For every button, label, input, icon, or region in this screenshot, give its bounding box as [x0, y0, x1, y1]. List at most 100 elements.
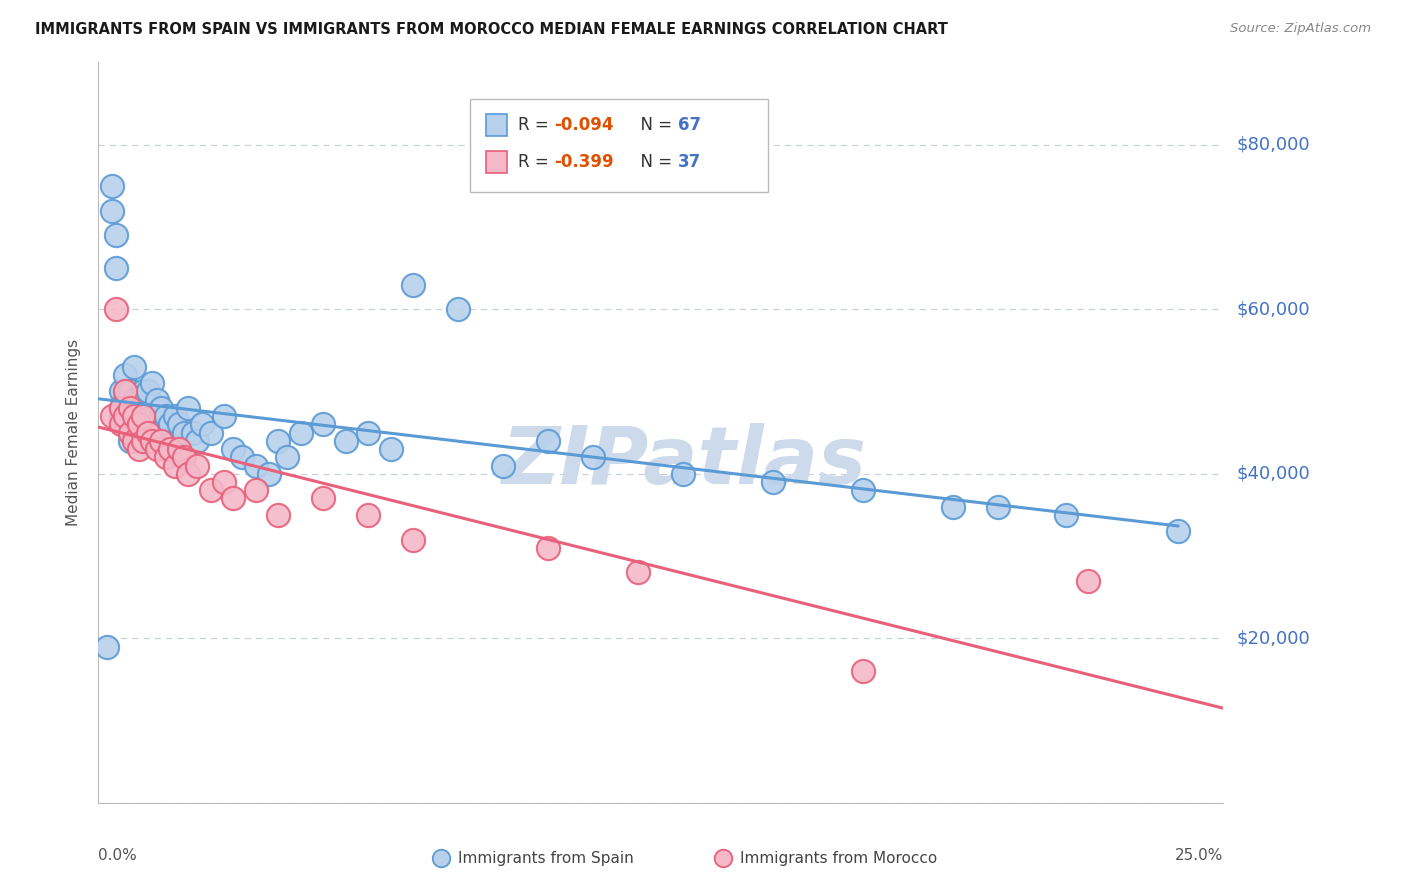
Point [124, 417, 146, 432]
Point [150, 401, 173, 415]
Point [155, 442, 177, 456]
Text: Immigrants from Morocco: Immigrants from Morocco [740, 851, 936, 866]
Point [128, 425, 150, 440]
Text: $40,000: $40,000 [1237, 465, 1310, 483]
Text: Source: ZipAtlas.com: Source: ZipAtlas.com [1230, 22, 1371, 36]
Text: 67: 67 [678, 116, 700, 135]
Point [118, 425, 141, 440]
Point [132, 409, 155, 424]
FancyBboxPatch shape [470, 99, 768, 192]
Text: N =: N = [630, 116, 678, 135]
Point [186, 458, 208, 473]
Point [101, 409, 124, 424]
Point [186, 434, 208, 448]
Point [118, 384, 141, 399]
Point [114, 417, 136, 432]
Point [132, 434, 155, 448]
Point [357, 425, 380, 440]
Point [110, 401, 132, 415]
Point [312, 417, 335, 432]
Point [447, 302, 470, 317]
Point [200, 483, 222, 498]
Point [163, 409, 186, 424]
Point [222, 491, 245, 506]
Point [136, 384, 159, 399]
Text: N =: N = [630, 153, 678, 171]
FancyBboxPatch shape [486, 114, 506, 136]
Point [124, 409, 146, 424]
Point [96, 640, 118, 654]
Point [110, 384, 132, 399]
Point [118, 409, 141, 424]
Text: $80,000: $80,000 [1237, 136, 1310, 153]
Point [132, 434, 155, 448]
Point [163, 458, 186, 473]
Point [181, 425, 204, 440]
Point [110, 409, 132, 424]
Point [177, 467, 200, 481]
Text: IMMIGRANTS FROM SPAIN VS IMMIGRANTS FROM MOROCCO MEDIAN FEMALE EARNINGS CORRELAT: IMMIGRANTS FROM SPAIN VS IMMIGRANTS FROM… [35, 22, 948, 37]
Point [124, 359, 146, 374]
Point [537, 541, 560, 555]
Point [105, 261, 128, 276]
Point [191, 417, 214, 432]
Point [169, 442, 191, 456]
Point [231, 450, 253, 465]
Point [105, 228, 128, 243]
Point [267, 508, 290, 522]
Text: R =: R = [517, 153, 554, 171]
Point [132, 384, 155, 399]
Point [1054, 508, 1077, 522]
Point [942, 500, 965, 514]
Text: ZIPatlas: ZIPatlas [501, 423, 866, 501]
Point [141, 409, 163, 424]
Point [155, 409, 177, 424]
Point [155, 450, 177, 465]
Point [627, 566, 650, 580]
Point [267, 434, 290, 448]
Point [177, 401, 200, 415]
Point [163, 434, 186, 448]
Text: Median Female Earnings: Median Female Earnings [66, 339, 82, 526]
Point [1167, 524, 1189, 539]
Text: -0.399: -0.399 [554, 153, 613, 171]
Point [259, 467, 281, 481]
Point [114, 392, 136, 407]
Text: R =: R = [517, 116, 554, 135]
Point [118, 434, 141, 448]
Point [124, 392, 146, 407]
Point [335, 434, 357, 448]
Point [101, 203, 124, 218]
Point [173, 450, 195, 465]
Point [114, 368, 136, 382]
Point [132, 409, 155, 424]
Text: 0.0%: 0.0% [98, 848, 138, 863]
Point [128, 442, 150, 456]
Point [105, 302, 128, 317]
Point [245, 483, 267, 498]
Point [245, 458, 267, 473]
Point [852, 483, 875, 498]
Point [150, 434, 173, 448]
Point [118, 401, 141, 415]
Point [987, 500, 1010, 514]
Point [173, 425, 195, 440]
Text: -0.094: -0.094 [554, 116, 613, 135]
Point [492, 458, 515, 473]
Point [380, 442, 402, 456]
Point [276, 450, 298, 465]
Point [1077, 574, 1099, 588]
Point [110, 401, 132, 415]
Point [672, 467, 695, 481]
Point [582, 450, 605, 465]
Text: $20,000: $20,000 [1237, 629, 1310, 648]
Point [128, 401, 150, 415]
Point [150, 434, 173, 448]
Text: 37: 37 [678, 153, 702, 171]
Point [110, 417, 132, 432]
Point [214, 409, 236, 424]
Point [402, 277, 425, 292]
Point [852, 664, 875, 678]
Point [159, 442, 181, 456]
Text: 25.0%: 25.0% [1175, 848, 1223, 863]
